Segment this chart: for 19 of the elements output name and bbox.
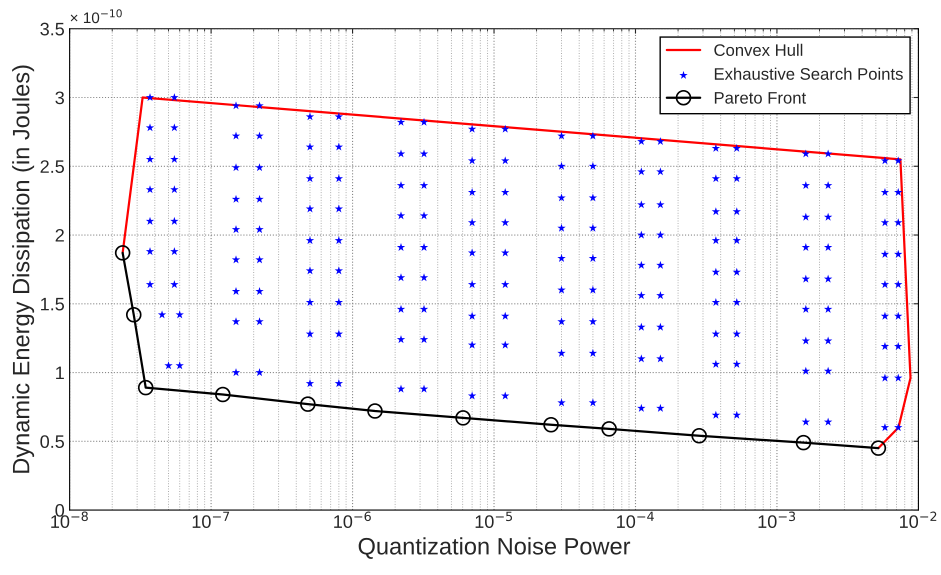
y-tick-label: 0.5 [40, 435, 64, 448]
legend-label: Pareto Front [714, 92, 806, 104]
y-tick-label: 2 [56, 228, 64, 242]
x-tick-label: 10$^{−5}$ [476, 512, 512, 528]
text: × 10$^{−10}$ [70, 9, 122, 24]
x-tick-label: 10$^{−2}$ [900, 512, 936, 528]
x-tick-label: 10$^{−7}$ [192, 512, 230, 528]
y-tick-label: 1.5 [41, 298, 64, 310]
y-axis-title: Dynamic Energy Dissipation (in Joules) [12, 65, 34, 473]
x-tick-label: 10$^{−4}$ [617, 512, 654, 528]
y-tick-label: 3 [55, 91, 64, 104]
x-tick-label: 10$^{−3}$ [758, 512, 796, 528]
y-tick-label: 2.5 [40, 160, 64, 173]
legend-label: Convex Hull [714, 44, 802, 56]
x-axis-title: Quantization Noise Power [358, 537, 630, 559]
x-tick-label: 10$^{−6}$ [334, 512, 371, 528]
legend-label: Exhaustive Search Points [714, 68, 903, 80]
y-tick-label: 3.5 [40, 22, 64, 36]
y-tick-label: 1 [56, 366, 64, 380]
